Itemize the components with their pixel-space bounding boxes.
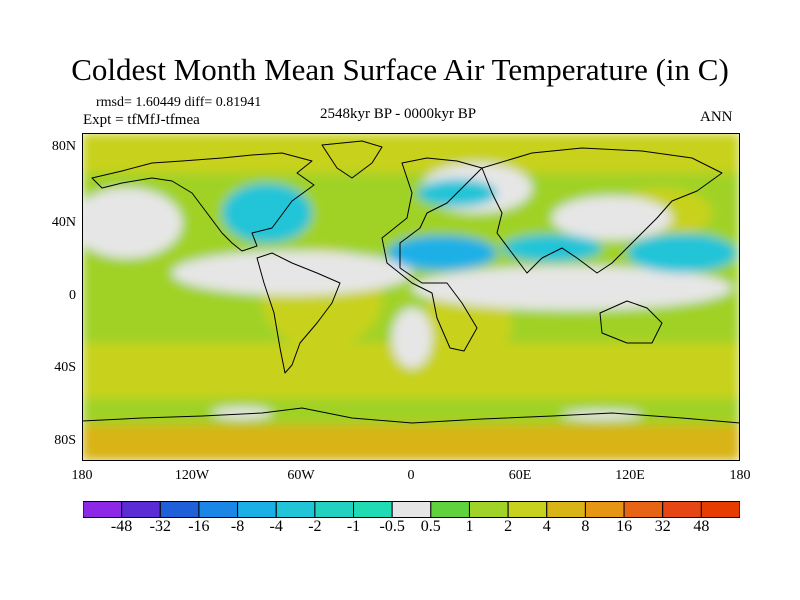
antarctic-band	[82, 425, 740, 461]
legend-swatch	[275, 501, 316, 518]
temperature-map	[82, 133, 740, 461]
legend-label: 8	[581, 518, 590, 535]
map-frame	[82, 133, 740, 461]
legend-label: 1	[465, 518, 474, 535]
legend-label: -48	[110, 518, 133, 535]
lat-tick-label: 0	[69, 288, 76, 303]
coastlines	[82, 140, 740, 424]
lon-tick-label: 120W	[174, 468, 210, 483]
lon-tick-label: 120E	[615, 468, 645, 483]
legend-label: 32	[654, 518, 671, 535]
west-pacific-cool	[627, 233, 737, 273]
lat-tick-label: 80S	[54, 433, 76, 448]
south-asia-cool	[502, 234, 602, 262]
lon-tick-label: 60W	[287, 468, 315, 483]
atlantic-neutral	[392, 308, 432, 368]
pacific-neutral	[82, 188, 182, 258]
legend-label: 16	[616, 518, 633, 535]
lat-tick-label: 80N	[51, 139, 76, 154]
experiment-label: Expt = tfMfJ-tfmea	[83, 112, 200, 128]
legend-label: -32	[149, 518, 171, 535]
legend-swatch	[662, 501, 702, 518]
legend-swatch	[198, 501, 239, 518]
legend-label: -8	[230, 518, 245, 535]
australia-coast	[599, 300, 663, 344]
antarctic-neutral-east	[562, 410, 642, 420]
stats-text: rmsd= 1.60449 diff= 0.81941	[96, 95, 262, 110]
legend-label: 2	[504, 518, 513, 535]
legend-swatch	[584, 501, 625, 518]
temperature-field	[82, 133, 740, 461]
legend-label: -1	[346, 518, 361, 535]
legend-swatch	[430, 501, 470, 518]
equatorial-neutral-east	[412, 266, 732, 310]
greenland-coast	[321, 140, 383, 179]
lon-tick-label: 60E	[508, 468, 532, 483]
asia-neutral	[552, 196, 672, 240]
legend-swatch	[159, 501, 200, 518]
period-label: 2548kyr BP - 0000kyr BP	[320, 106, 477, 122]
legend-swatch	[507, 501, 548, 518]
lat-tick-label: 40S	[54, 360, 76, 375]
season-label: ANN	[700, 109, 733, 125]
sahara-cool	[387, 235, 497, 271]
legend-label: 0.5	[420, 518, 441, 535]
legend-swatch	[391, 501, 432, 518]
lon-tick-label: 180	[71, 468, 93, 483]
legend-swatch	[623, 501, 664, 518]
antarctic-neutral-west	[212, 407, 272, 419]
north-america-coast	[91, 152, 315, 252]
lon-tick-label: 0	[407, 468, 415, 483]
antarctica-coast	[82, 407, 740, 424]
legend-swatch	[83, 501, 123, 518]
arctic-band	[82, 133, 740, 173]
legend-label: -2	[308, 518, 322, 535]
map-title: Coldest Month Mean Surface Air Temperatu…	[71, 52, 729, 87]
legend-label: 48	[693, 518, 710, 535]
legend-swatch	[121, 501, 161, 518]
lon-tick-label: 180	[729, 468, 751, 483]
legend-swatches	[83, 501, 740, 518]
legend-label: -16	[188, 518, 210, 535]
legend-swatch	[546, 501, 586, 518]
south-america-coast	[256, 252, 341, 374]
legend-swatch	[468, 501, 509, 518]
legend-label: 4	[542, 518, 551, 535]
lat-tick-label: 40N	[51, 215, 76, 230]
legend-swatch	[353, 501, 393, 518]
asia-coast	[481, 147, 723, 274]
legend-swatch	[237, 501, 277, 518]
europe-africa-coast	[381, 157, 483, 352]
equatorial-neutral-west	[172, 251, 412, 295]
color-legend	[83, 501, 740, 518]
legend-swatch	[314, 501, 355, 518]
legend-swatch	[700, 501, 740, 518]
legend-label: -4	[269, 518, 283, 535]
north-america-cool	[222, 183, 312, 243]
legend-label: -0.5	[379, 518, 405, 535]
